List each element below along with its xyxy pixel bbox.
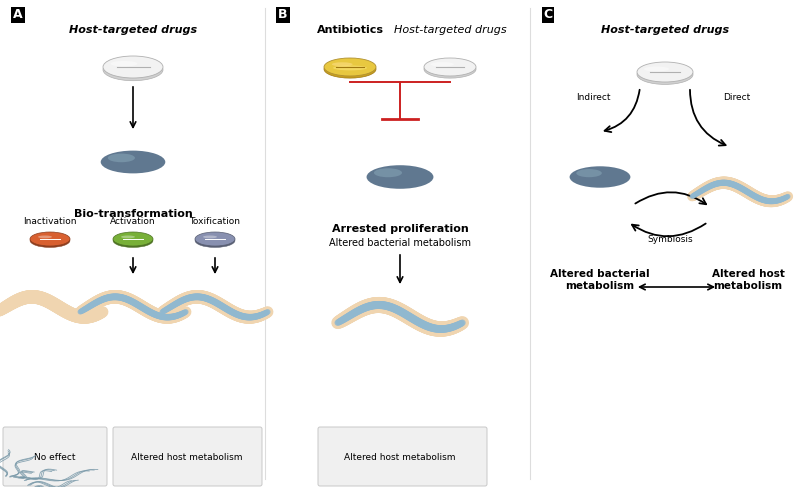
FancyBboxPatch shape — [3, 427, 107, 486]
Text: Altered host metabolism: Altered host metabolism — [344, 452, 456, 462]
Text: Altered host
metabolism: Altered host metabolism — [711, 269, 785, 291]
Ellipse shape — [38, 236, 52, 238]
Text: Antibiotics: Antibiotics — [317, 25, 383, 35]
Ellipse shape — [637, 62, 693, 82]
Ellipse shape — [195, 232, 235, 246]
Ellipse shape — [203, 236, 217, 238]
Ellipse shape — [430, 62, 454, 67]
Ellipse shape — [110, 61, 138, 66]
Ellipse shape — [30, 232, 70, 246]
Ellipse shape — [374, 169, 402, 177]
Ellipse shape — [637, 64, 693, 84]
Text: C: C — [543, 8, 553, 21]
Ellipse shape — [424, 58, 476, 76]
Text: Host-targeted drugs: Host-targeted drugs — [69, 25, 197, 35]
Ellipse shape — [103, 56, 163, 78]
Ellipse shape — [101, 150, 166, 173]
Text: Toxification: Toxification — [190, 217, 241, 226]
Ellipse shape — [324, 60, 376, 78]
Text: Indirect: Indirect — [576, 93, 610, 101]
Text: Host-targeted drugs: Host-targeted drugs — [601, 25, 729, 35]
Ellipse shape — [121, 236, 135, 238]
Ellipse shape — [113, 232, 153, 246]
Ellipse shape — [108, 153, 135, 162]
Text: Inactivation: Inactivation — [23, 217, 77, 226]
FancyBboxPatch shape — [113, 427, 262, 486]
Text: Host-targeted drugs: Host-targeted drugs — [394, 25, 506, 35]
Text: Direct: Direct — [723, 93, 750, 101]
Ellipse shape — [366, 165, 434, 189]
Ellipse shape — [113, 233, 153, 247]
Ellipse shape — [644, 67, 669, 72]
Ellipse shape — [424, 60, 476, 78]
Ellipse shape — [570, 166, 630, 187]
FancyBboxPatch shape — [318, 427, 487, 486]
Ellipse shape — [324, 58, 376, 76]
Text: Activation: Activation — [110, 217, 156, 226]
Text: Altered bacterial
metabolism: Altered bacterial metabolism — [550, 269, 650, 291]
Ellipse shape — [332, 62, 353, 66]
Text: B: B — [278, 8, 288, 21]
Text: Bio-transformation: Bio-transformation — [74, 209, 192, 219]
Ellipse shape — [103, 59, 163, 81]
Text: A: A — [13, 8, 23, 21]
Ellipse shape — [333, 65, 367, 71]
Ellipse shape — [576, 169, 602, 177]
Text: Symbiosis: Symbiosis — [647, 235, 693, 244]
Ellipse shape — [195, 233, 235, 247]
Text: Altered bacterial metabolism: Altered bacterial metabolism — [329, 238, 471, 248]
Text: Arrested proliferation: Arrested proliferation — [332, 224, 468, 234]
Text: Altered host metabolism: Altered host metabolism — [131, 452, 242, 462]
Ellipse shape — [30, 233, 70, 247]
Text: No effect: No effect — [34, 452, 76, 462]
